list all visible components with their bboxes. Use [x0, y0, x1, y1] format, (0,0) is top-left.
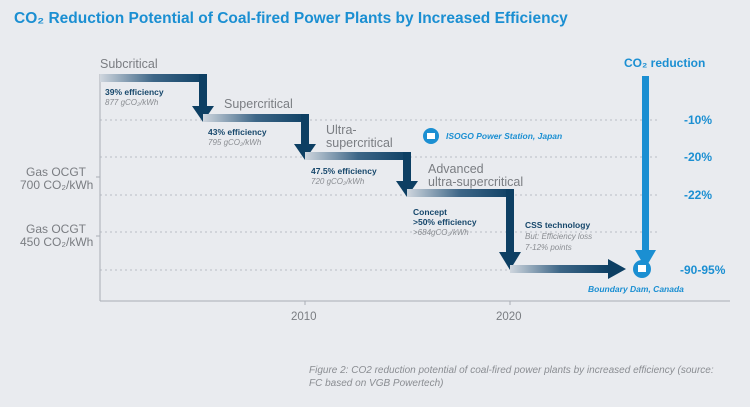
efficiency: 39% efficiency	[105, 87, 164, 97]
stage-label: Subcritical	[100, 57, 158, 71]
boundary-dam-label: Boundary Dam, Canada	[588, 284, 684, 294]
emission: >684gCO₂/kWh	[413, 228, 469, 237]
note: 7-12% points	[525, 243, 572, 252]
efficiency-steps	[100, 74, 626, 279]
efficiency: >50% efficiency	[413, 217, 477, 227]
stage-label: supercritical	[326, 136, 393, 150]
gas-ocgt-450: Gas OCGT 450 CO₂/kWh	[20, 222, 94, 249]
reduction-label: CO₂ reduction	[624, 56, 706, 70]
reduction-level: -20%	[684, 150, 713, 164]
stage-label: Ultra-	[326, 123, 357, 137]
efficiency: 47.5% efficiency	[311, 166, 377, 176]
stage-label: CSS technology	[525, 220, 591, 230]
gas-ocgt-700: Gas OCGT 700 CO₂/kWh	[20, 165, 94, 192]
concept-label: Concept	[413, 207, 447, 217]
page-title: CO₂ Reduction Potential of Coal-fired Po…	[14, 10, 568, 27]
x-tick: 2020	[496, 311, 522, 323]
stage-label: Advanced	[428, 162, 484, 176]
stage-label: Supercritical	[224, 97, 293, 111]
emission: 720 gCO₂/kWh	[311, 177, 365, 186]
reduction-arrow	[635, 76, 656, 268]
emission: 877 gCO₂/kWh	[105, 98, 159, 107]
x-tick: 2010	[291, 311, 317, 323]
efficiency: 43% efficiency	[208, 127, 267, 137]
reduction-level: -90-95%	[680, 263, 726, 277]
emission: 795 gCO₂/kWh	[208, 138, 262, 147]
reduction-level: -22%	[684, 188, 713, 202]
stage-label: ultra-supercritical	[428, 175, 524, 189]
factory-icon	[423, 128, 651, 278]
figure-caption: Figure 2: CO2 reduction potential of coa…	[309, 365, 714, 389]
isogo-label: ISOGO Power Station, Japan	[446, 131, 563, 141]
reduction-level: -10%	[684, 113, 713, 127]
note: But: Efficiency loss	[525, 232, 593, 241]
